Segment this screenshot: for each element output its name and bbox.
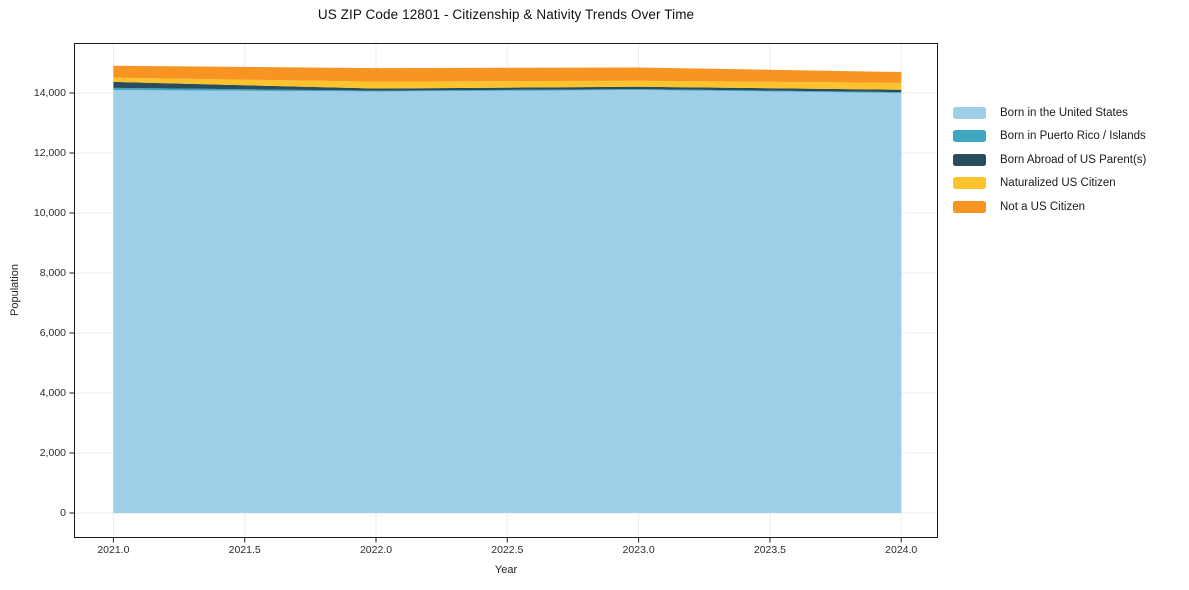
legend-item: Born in the United States <box>953 101 1146 125</box>
x-tick-label: 2022.5 <box>491 544 524 556</box>
legend-label: Naturalized US Citizen <box>1000 177 1116 190</box>
y-tick-label: 4,000 <box>39 386 66 399</box>
chart-title: US ZIP Code 12801 - Citizenship & Nativi… <box>317 7 695 22</box>
legend-item: Born in Puerto Rico / Islands <box>953 125 1146 149</box>
legend-label: Born in the United States <box>1000 106 1128 119</box>
area-born-in-puerto-rico-islands <box>113 87 902 94</box>
area-naturalized-us-citizen <box>113 77 902 90</box>
legend-swatch <box>953 106 986 119</box>
plot-area <box>69 43 938 543</box>
x-tick-label: 2024.0 <box>885 544 918 556</box>
legend-item: Naturalized US Citizen <box>953 172 1146 196</box>
legend-swatch <box>953 130 986 143</box>
legend-swatch <box>953 200 986 213</box>
x-tick-label: 2021.5 <box>228 544 261 556</box>
x-tick-label: 2021.0 <box>97 544 130 556</box>
legend-swatch <box>953 177 986 190</box>
y-tick-label: 8,000 <box>39 266 66 279</box>
legend-label: Born in Puerto Rico / Islands <box>1000 130 1146 143</box>
plot-border <box>74 43 938 538</box>
legend-swatch <box>953 153 986 166</box>
x-tick-label: 2023.5 <box>753 544 786 556</box>
legend-item: Born Abroad of US Parent(s) <box>953 148 1146 172</box>
y-tick-label: 2,000 <box>39 446 66 459</box>
y-tick-label: 14,000 <box>33 86 66 99</box>
legend-label: Born Abroad of US Parent(s) <box>1000 153 1147 166</box>
legend: Born in the United States Born in Puerto … <box>953 101 1146 219</box>
x-axis-label: Year <box>494 564 518 576</box>
y-tick-label: 12,000 <box>33 146 66 159</box>
area-born-in-the-united-states <box>113 90 902 514</box>
x-tick-label: 2022.0 <box>359 544 393 556</box>
x-tick-label: 2023.0 <box>622 544 655 556</box>
area-born-abroad-of-us-parent-s <box>113 81 902 93</box>
legend-label: Not a US Citizen <box>1000 200 1086 213</box>
y-tick-label: 6,000 <box>39 326 66 339</box>
legend-item: Not a US Citizen <box>953 195 1146 219</box>
y-tick-label: 10,000 <box>33 206 66 219</box>
area-not-a-us-citizen <box>113 65 902 83</box>
y-tick-label: 0 <box>60 506 66 519</box>
stacked-area-canvas <box>69 43 938 543</box>
